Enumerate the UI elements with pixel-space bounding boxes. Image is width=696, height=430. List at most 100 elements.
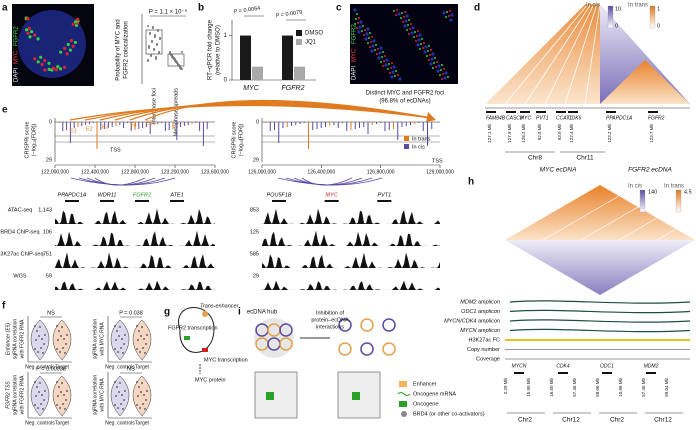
label: CRISPRi score (24, 122, 30, 159)
dot (151, 40, 153, 42)
dot (34, 348, 36, 350)
dot (59, 407, 61, 409)
gene (184, 336, 190, 340)
label: sgRNA correlation (12, 319, 18, 360)
label: E5 (146, 120, 153, 126)
dot (146, 334, 148, 336)
label: Distinct MYC and FGFR2 foci (366, 91, 445, 97)
label: 93.9 Mb (557, 124, 562, 141)
track (262, 208, 440, 224)
label: 29 (46, 157, 52, 163)
focus (380, 61, 382, 63)
label: interactions (316, 324, 344, 330)
panel-letter: f (2, 301, 6, 312)
label: ATAC-seq (8, 207, 33, 213)
label: with FGFR2 RNA (19, 375, 25, 414)
dot (143, 394, 145, 396)
dot (116, 330, 118, 332)
focus (440, 69, 442, 71)
panel-letter: b (198, 3, 204, 14)
violin (132, 375, 152, 417)
focus (444, 71, 448, 75)
dot (147, 59, 149, 61)
label: 140 (648, 189, 657, 195)
label: 10 (615, 6, 621, 12)
label: PPAPDC1A (58, 192, 87, 198)
dot (114, 381, 116, 383)
focus (432, 67, 434, 69)
ecdna (338, 342, 352, 356)
focus (356, 13, 358, 15)
label: FGFR2 TSS (5, 381, 11, 409)
focus (447, 76, 449, 78)
label: 2.29 Mb (503, 378, 508, 395)
label: 16.50 Mb (549, 378, 554, 397)
dot (34, 325, 36, 327)
focus (367, 42, 369, 44)
focus (377, 48, 379, 50)
focus (423, 50, 427, 54)
dot (146, 390, 148, 392)
dot (155, 56, 157, 58)
label: Neg. controls (105, 420, 135, 426)
focus (449, 10, 451, 12)
label: TSS (110, 147, 121, 153)
dot (136, 404, 138, 406)
label: Metaphase spreads (173, 88, 179, 137)
label: Oncogene mRNA (413, 391, 456, 397)
label: 123.2 Mb (607, 124, 612, 143)
label: In trans (664, 184, 684, 190)
focus (372, 39, 376, 43)
dot (150, 54, 152, 56)
focus (362, 25, 364, 27)
arc (70, 177, 176, 186)
enhancer (202, 311, 208, 317)
focus (36, 37, 40, 41)
dot (140, 335, 142, 337)
dot (142, 403, 144, 405)
legend-swatch (296, 30, 302, 36)
focus (418, 33, 422, 37)
label: P = 0.00038 (36, 366, 66, 372)
dot (60, 391, 62, 393)
dot (122, 352, 124, 354)
gene (272, 200, 286, 202)
focus (76, 17, 80, 21)
dot (145, 399, 147, 401)
label: 0 (49, 119, 52, 125)
legend-swatch (404, 144, 409, 149)
label: FGFR2 transcription (168, 325, 218, 331)
label: protein–ecDNA (311, 317, 349, 323)
bar (252, 66, 263, 80)
focus (389, 72, 391, 74)
label: MYC (326, 192, 338, 198)
label: POU5F1B (266, 192, 291, 198)
box (167, 53, 185, 67)
dot (137, 395, 139, 397)
focus (429, 54, 431, 56)
focus (398, 77, 402, 81)
focus (379, 46, 383, 50)
y-tick-label: 1 (224, 33, 228, 39)
label: 126,000,000 (248, 169, 276, 175)
dot (64, 408, 66, 410)
dot (38, 335, 40, 337)
focus (421, 38, 423, 40)
hic-cis (505, 185, 695, 240)
label: 57.46 Mb (572, 378, 577, 397)
dot (114, 325, 116, 327)
dot (42, 352, 44, 354)
focus (58, 67, 63, 71)
dot (39, 382, 41, 384)
label: Chr2 (518, 417, 532, 424)
focus (39, 55, 43, 59)
legend-bar (607, 5, 614, 29)
dot (62, 403, 64, 405)
focus (420, 43, 422, 45)
focus (33, 33, 37, 37)
focus (403, 16, 405, 18)
focus (393, 10, 395, 12)
dot (159, 37, 161, 39)
trans-arc (144, 99, 433, 121)
focus (56, 65, 60, 69)
